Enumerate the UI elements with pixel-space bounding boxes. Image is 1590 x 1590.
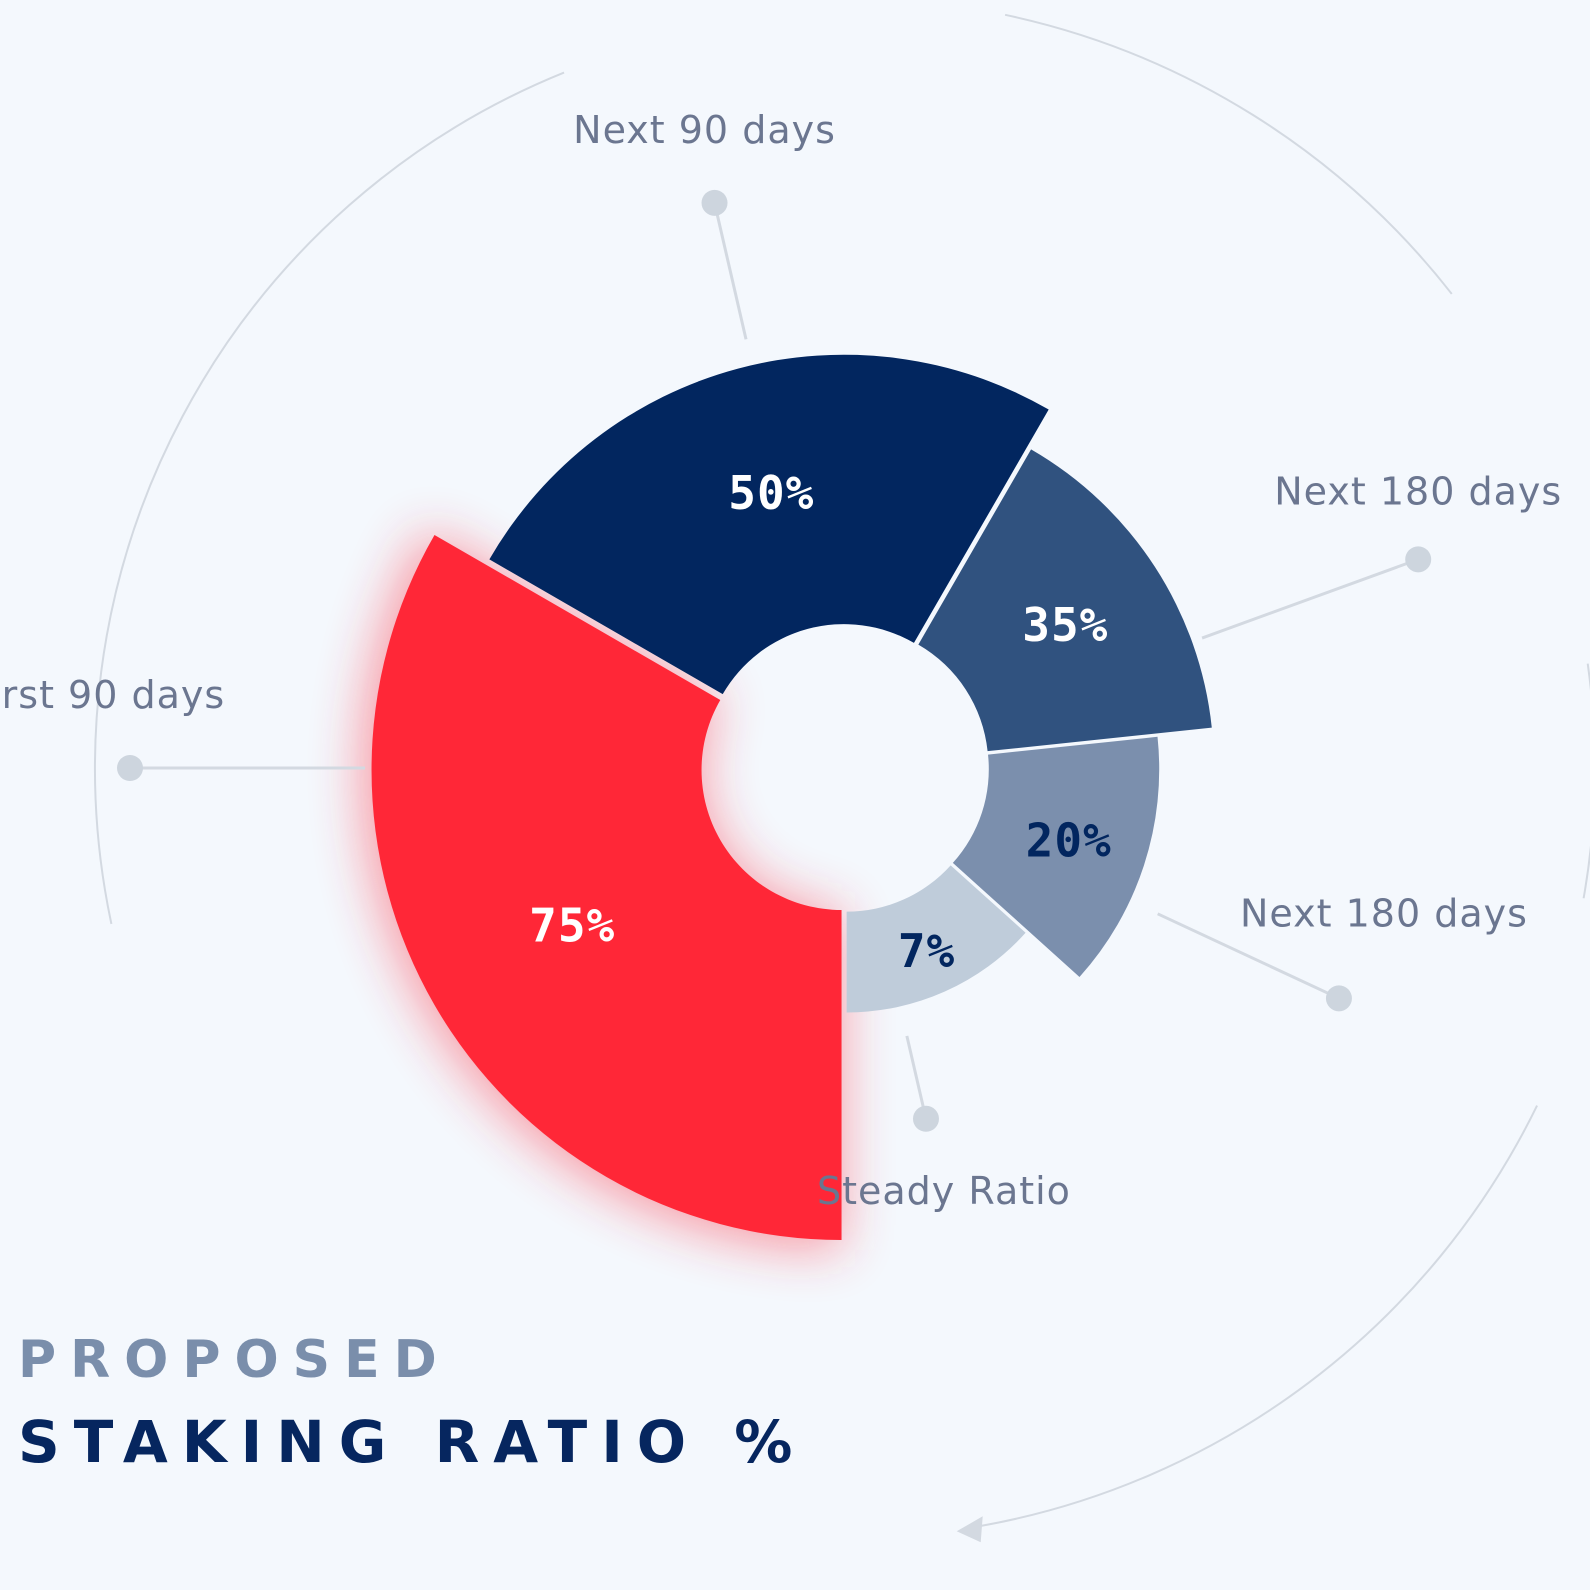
chart-labels: 75% First 90 days 50% Next 90 days 35% Next 1… — [0, 108, 1562, 1213]
chart-title-line-1: PROPOSED — [18, 1330, 451, 1390]
slice-value-label-3: 20% — [1026, 814, 1112, 868]
arrowhead-icon — [956, 1516, 983, 1543]
slice-value-label-1: 50% — [728, 466, 814, 520]
category-label-0: First 90 days — [0, 673, 225, 717]
guide-arc-2 — [1582, 663, 1590, 899]
leader-line-4 — [905, 1035, 928, 1120]
category-label-2: Next 180 days — [1274, 469, 1562, 513]
slice-value-label-2: 35% — [1022, 598, 1108, 652]
slice-4 — [846, 865, 1026, 1013]
slice-3 — [952, 736, 1160, 977]
leader-line-3 — [1157, 912, 1340, 1000]
leader-dot-4 — [912, 1105, 939, 1132]
decorative-guide-arcs — [94, 13, 1590, 1543]
leader-dot-3 — [1325, 985, 1352, 1012]
leader-line-1 — [713, 202, 748, 340]
category-label-4: Steady Ratio — [817, 1169, 1071, 1213]
chart-slices — [361, 354, 1212, 1250]
label-leader-lines — [117, 189, 1432, 1132]
leader-line-2 — [1201, 557, 1419, 640]
slice-2 — [918, 449, 1212, 752]
leader-dot-1 — [701, 189, 728, 216]
slice-0 — [371, 535, 842, 1240]
leader-dot-0 — [117, 755, 143, 781]
guide-arc-3 — [978, 1105, 1538, 1528]
chart-title-line-2: STAKING RATIO % — [18, 1408, 807, 1476]
category-label-1: Next 90 days — [573, 108, 836, 152]
slice-1 — [489, 354, 1049, 695]
slice-value-label-4: 7% — [898, 924, 955, 978]
slice-value-label-0: 75% — [529, 899, 615, 953]
guide-arc-0 — [94, 71, 565, 925]
category-label-3: Next 180 days — [1240, 891, 1528, 935]
leader-dot-2 — [1405, 546, 1432, 573]
guide-arc-1 — [1004, 13, 1453, 295]
